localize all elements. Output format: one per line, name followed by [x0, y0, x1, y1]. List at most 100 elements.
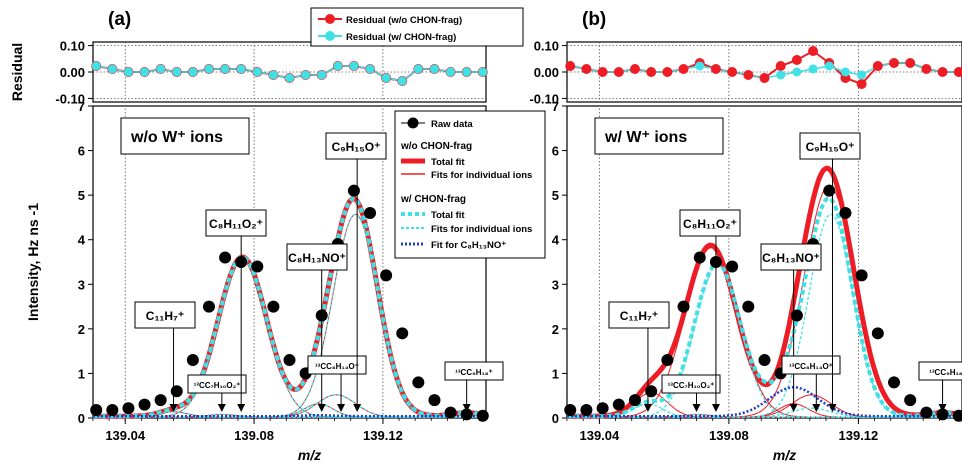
residual-point-w — [236, 64, 246, 74]
peak-arrow — [692, 404, 701, 412]
residual-point-w — [188, 67, 198, 77]
x-tick-label: 139.12 — [839, 428, 879, 443]
peak-label-box — [286, 243, 348, 271]
residual-point-wo — [678, 64, 689, 74]
peak-arrow — [828, 404, 837, 412]
x-tick-label: 139.08 — [709, 428, 749, 443]
residual-point-wo — [629, 64, 640, 74]
raw-data-point — [564, 403, 577, 416]
residual-point-w — [123, 67, 133, 77]
peak-label: ¹³CC₈H₁₄O⁺ — [315, 362, 359, 371]
main-legend: Raw data w/o CHON-frag Total fit Fits for i… — [394, 110, 546, 259]
residual-point-w — [317, 70, 327, 80]
raw-data-point — [612, 398, 625, 411]
residual-point-wo — [921, 64, 932, 74]
annotation-text: w/o W⁺ ions — [130, 129, 223, 146]
legend-wo-total: Total fit — [431, 157, 465, 168]
peak-label: ¹³CC₉H₁₈⁺ — [455, 368, 493, 377]
residual-axis-title: Residual — [9, 43, 25, 101]
peak-label: C₈H₁₁O₂⁺ — [683, 217, 737, 231]
y-tick-label: 1 — [552, 366, 559, 381]
peak-arrow — [217, 404, 226, 412]
legend-marker-w — [325, 31, 335, 41]
y-tick-label: 5 — [552, 188, 559, 203]
raw-data-point — [871, 327, 884, 340]
residual-point-wo — [872, 61, 883, 71]
peak-label: ¹³CC₈H₁₄O⁺ — [789, 362, 833, 371]
x-tick-label: 139.04 — [105, 428, 146, 443]
raw-data-point — [888, 376, 901, 389]
raw-data-point — [251, 260, 264, 273]
residual-point-w — [840, 67, 850, 77]
raw-data-point — [154, 394, 167, 407]
peak-arrow — [353, 404, 362, 412]
raw-data-point — [628, 394, 641, 407]
x-axis-title: m/z — [773, 447, 796, 463]
raw-data-point — [839, 206, 852, 219]
residual-point-w — [397, 76, 407, 86]
residual-point-w — [365, 64, 375, 74]
legend-w-ind: Fits for individual ions — [431, 224, 532, 235]
peak-label: C₉H₁₅O⁺ — [332, 140, 381, 154]
residual-point-w — [413, 64, 423, 74]
peak-label: ¹³CC₉H₁₈⁺ — [929, 368, 962, 377]
residual-point-wo — [759, 73, 770, 83]
y-tick-label: 5 — [78, 188, 85, 203]
residual-point-wo — [597, 67, 608, 77]
peak-arrow — [317, 404, 326, 412]
fit-individual-w — [567, 264, 961, 418]
peak-arrow — [237, 404, 246, 412]
raw-data-point — [283, 354, 296, 367]
main-frame — [92, 105, 487, 419]
residual-point-wo — [791, 55, 802, 65]
legend-w-total: Total fit — [431, 210, 465, 221]
peak-arrow — [812, 404, 821, 412]
raw-data-point — [476, 409, 489, 422]
peak-arrow — [938, 404, 947, 412]
raw-data-point — [693, 251, 706, 264]
residual-point-w — [808, 64, 818, 74]
annotation-box — [594, 117, 724, 155]
peak-label: C₈H₁₁O₂⁺ — [209, 217, 263, 231]
raw-data-point — [412, 376, 425, 389]
residual-point-wo — [727, 67, 738, 77]
x-axis-title: m/z — [298, 447, 321, 463]
y-tick-label: 0 — [78, 411, 85, 426]
peak-label: C₉H₁₅O⁺ — [806, 140, 855, 154]
peak-arrow — [337, 404, 346, 412]
fit-total-w — [567, 196, 962, 419]
raw-data-point — [596, 402, 609, 415]
fit-chon — [567, 385, 961, 418]
fit-individual-wo — [93, 258, 485, 418]
residual-legend: Residual (w/o CHON-frag) Residual (w/ CHO… — [310, 7, 524, 47]
y-tick-label: 4 — [552, 233, 560, 248]
residual-point-wo — [710, 64, 721, 74]
residual-point-w — [204, 64, 214, 74]
residual-point-w — [156, 64, 166, 74]
y-tick-label: 2 — [78, 322, 85, 337]
peak-arrow — [643, 404, 652, 412]
residual-point-wo — [808, 46, 819, 56]
residual-point-w — [857, 70, 867, 80]
raw-data-point — [186, 354, 199, 367]
peak-label-box — [325, 132, 387, 160]
peak-label-box — [608, 301, 670, 329]
legend-raw-marker — [407, 117, 419, 129]
peak-arrow — [169, 404, 178, 412]
residual-point-w — [824, 61, 834, 71]
residual-point-w — [429, 64, 439, 74]
raw-data-point — [396, 327, 409, 340]
residual-tick-label: 0.00 — [534, 65, 559, 80]
residual-point-wo — [856, 79, 867, 89]
peak-label-box — [205, 209, 267, 237]
peak-label: C₁₁H₇⁺ — [146, 309, 184, 323]
residual-legend-box — [310, 7, 524, 47]
peak-arrow — [789, 404, 798, 412]
fit-individual-wo — [567, 247, 961, 418]
residual-tick-label: -0.10 — [55, 91, 85, 106]
raw-data-point — [904, 394, 917, 407]
residual-point-wo — [743, 70, 754, 80]
raw-data-point — [726, 260, 739, 273]
y-tick-label: 7 — [552, 99, 559, 114]
peak-label-box — [187, 374, 247, 394]
